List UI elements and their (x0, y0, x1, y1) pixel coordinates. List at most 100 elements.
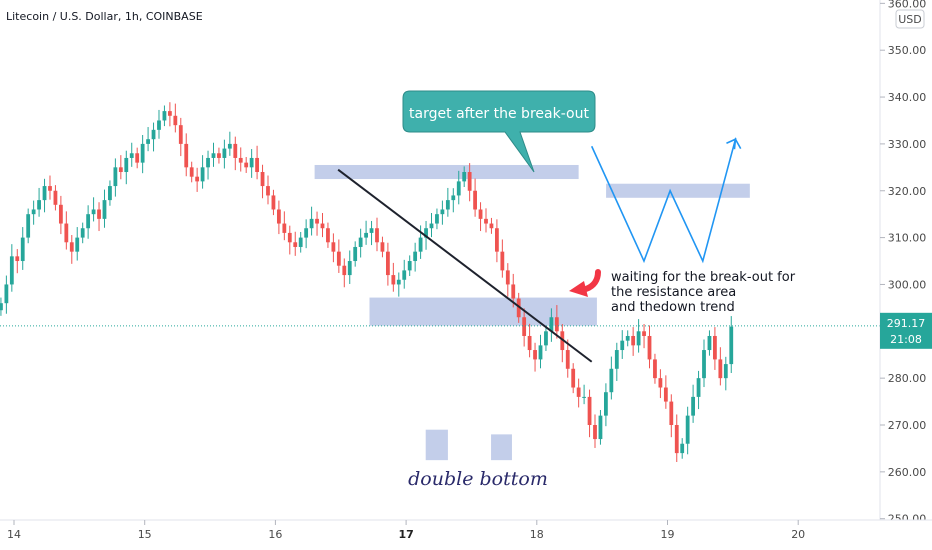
candle-body (636, 331, 641, 346)
y-tick-label: 360.00 (888, 0, 927, 10)
candle (287, 225, 292, 255)
currency-badge-label: USD (898, 13, 922, 26)
red-arrow-body (583, 269, 601, 292)
candle (625, 330, 630, 347)
candle (527, 323, 532, 358)
candle (685, 406, 690, 455)
candle (353, 241, 358, 267)
candle (571, 363, 576, 394)
candle (320, 213, 325, 238)
candle (331, 233, 336, 263)
candle-body (440, 209, 445, 215)
candle (309, 206, 314, 236)
candle (614, 342, 619, 381)
candle (713, 327, 717, 370)
candle (505, 263, 510, 297)
candle-body (598, 415, 603, 440)
candle (636, 319, 641, 353)
price-axis-panel[interactable] (880, 0, 932, 520)
candle (658, 369, 663, 399)
candle-body (347, 261, 352, 276)
y-tick-label: 270.00 (888, 419, 927, 432)
candle (522, 308, 527, 347)
candle-body (631, 335, 636, 346)
candle (200, 155, 205, 189)
candle-body (554, 317, 559, 332)
candle (565, 339, 570, 378)
candle-body (674, 425, 679, 454)
candle (413, 242, 418, 272)
candle-body (571, 368, 576, 388)
candle (516, 292, 521, 323)
candle-body (713, 335, 717, 360)
x-tick-label: 15 (138, 528, 152, 541)
candle-body (663, 387, 668, 402)
candle (249, 149, 254, 178)
candle-body (380, 242, 385, 252)
candle-body (723, 364, 728, 379)
candle-body (402, 270, 407, 280)
annotation-layer: target after the break-out waiting for th… (0, 90, 880, 490)
candle (358, 228, 363, 258)
candle (396, 272, 401, 297)
candle-body (538, 345, 543, 360)
candle (31, 200, 36, 225)
candle-body (707, 335, 712, 351)
candle-body (293, 242, 298, 247)
candle (91, 197, 96, 222)
candle (647, 325, 652, 369)
candle-body (522, 317, 527, 336)
candle-body (91, 209, 96, 215)
candle-body (489, 223, 494, 229)
future-zone (606, 183, 750, 198)
candle-body (86, 214, 91, 229)
candle-body (511, 284, 516, 299)
candle (489, 217, 494, 234)
candle (473, 178, 477, 217)
candle (26, 208, 31, 244)
candle-body (451, 195, 456, 201)
candle-body (255, 157, 259, 173)
waiting-note-line: waiting for the break-out for (611, 270, 796, 285)
callout-bubble (402, 90, 596, 173)
candle (129, 142, 134, 167)
candle (244, 157, 249, 173)
candle-body (418, 237, 423, 252)
candle-body (396, 279, 401, 285)
candle-body (391, 275, 396, 285)
candle (669, 394, 674, 438)
candle (271, 189, 276, 216)
projection-arrowhead (726, 137, 737, 150)
candle-body (195, 176, 200, 182)
candle-body (108, 186, 112, 201)
candle (587, 389, 592, 438)
currency-badge[interactable]: USD (895, 9, 925, 29)
candle-body (462, 172, 467, 182)
candle (440, 200, 445, 225)
candle-body (336, 251, 341, 266)
time-axis-panel[interactable] (0, 520, 932, 550)
candle-body (309, 218, 314, 229)
candle (653, 353, 657, 384)
candle-body (151, 129, 156, 140)
y-tick-label: 330.00 (888, 138, 927, 151)
y-tick-label: 340.00 (888, 91, 927, 104)
candle (53, 185, 58, 211)
candle-body (140, 143, 145, 163)
waiting-note-line: the resistance area (611, 285, 736, 300)
candle (80, 222, 85, 244)
candle-body (549, 317, 554, 332)
candle (48, 175, 52, 200)
candle (593, 414, 597, 448)
candle (0, 297, 3, 316)
candle (157, 109, 161, 139)
target-callout: target after the break-out (402, 90, 596, 173)
candle-body (625, 335, 630, 341)
candle-body (315, 218, 319, 224)
candle-body (167, 111, 172, 116)
candle (385, 242, 390, 286)
candle-body (189, 167, 194, 177)
candle-body (0, 303, 3, 311)
red-arrow-head (569, 281, 588, 297)
